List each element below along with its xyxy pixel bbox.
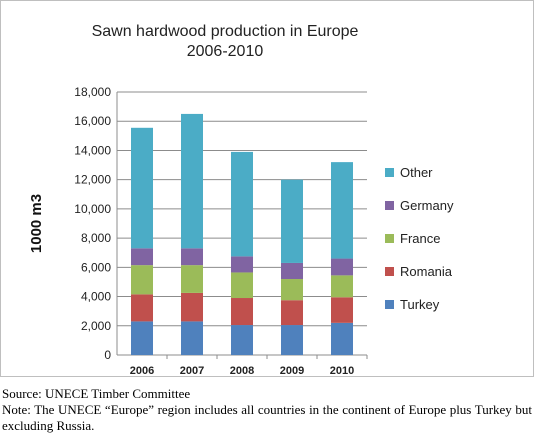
bar-france-2008 [231,272,253,299]
y-tick-label: 10,000 [74,202,111,216]
y-axis-label: 1000 m3 [28,194,45,253]
bar-other-2007 [181,113,203,249]
bar-other-2009 [281,179,303,263]
y-tick-label: 2,000 [81,319,111,333]
bar-france-2007 [181,265,203,293]
legend-swatch-turkey [385,300,394,309]
chart-notes: Source: UNECE Timber Committee Note: The… [2,386,532,434]
legend-swatch-other [385,168,394,177]
bar-france-2009 [281,279,303,301]
x-tick-label: 2010 [330,365,354,377]
x-tick-label: 2008 [230,365,254,377]
bar-turkey-2006 [131,321,153,355]
bar-germany-2008 [231,256,253,273]
legend-swatch-romania [385,267,394,276]
y-tick-label: 6,000 [81,260,111,274]
bar-turkey-2008 [231,325,253,355]
bar-turkey-2007 [181,321,203,355]
bar-other-2008 [231,151,253,257]
stacked-bar-chart: Sawn hardwood production in Europe 2006-2… [28,23,454,377]
bar-romania-2006 [131,294,153,322]
chart-frame [0,0,534,377]
bar-romania-2008 [231,298,253,326]
legend-swatch-france [385,234,394,243]
legend-swatch-germany [385,201,394,210]
note-text: Note: The UNECE “Europe” region includes… [2,402,532,433]
chart-title: Sawn hardwood production in Europe [92,23,359,40]
y-tick-label: 18,000 [74,85,111,99]
bar-turkey-2009 [281,325,303,355]
y-tick-label: 12,000 [74,173,111,187]
x-tick-label: 2009 [280,365,304,377]
bar-france-2010 [331,275,353,298]
bar-other-2006 [131,127,153,249]
y-tick-label: 4,000 [81,290,111,304]
y-tick-label: 16,000 [74,114,111,128]
y-tick-label: 14,000 [74,143,111,157]
bar-germany-2009 [281,262,303,280]
bar-france-2006 [131,265,153,295]
bar-germany-2006 [131,248,153,266]
bar-romania-2009 [281,300,303,326]
bar-other-2010 [331,162,353,259]
legend-label-turkey: Turkey [400,297,440,312]
chart-subtitle: 2006-2010 [187,43,264,60]
legend-label-other: Other [400,165,433,180]
legend-label-france: France [400,231,440,246]
bar-romania-2007 [181,292,203,322]
y-tick-label: 8,000 [81,231,111,245]
bar-germany-2007 [181,248,203,266]
x-tick-label: 2006 [130,365,154,377]
bar-romania-2010 [331,297,353,323]
y-tick-label: 0 [104,348,111,362]
x-tick-label: 2007 [180,365,204,377]
bar-turkey-2010 [331,322,353,355]
source-text: Source: UNECE Timber Committee [2,386,191,401]
bar-germany-2010 [331,258,353,276]
legend-label-germany: Germany [400,198,454,213]
legend-label-romania: Romania [400,264,453,279]
